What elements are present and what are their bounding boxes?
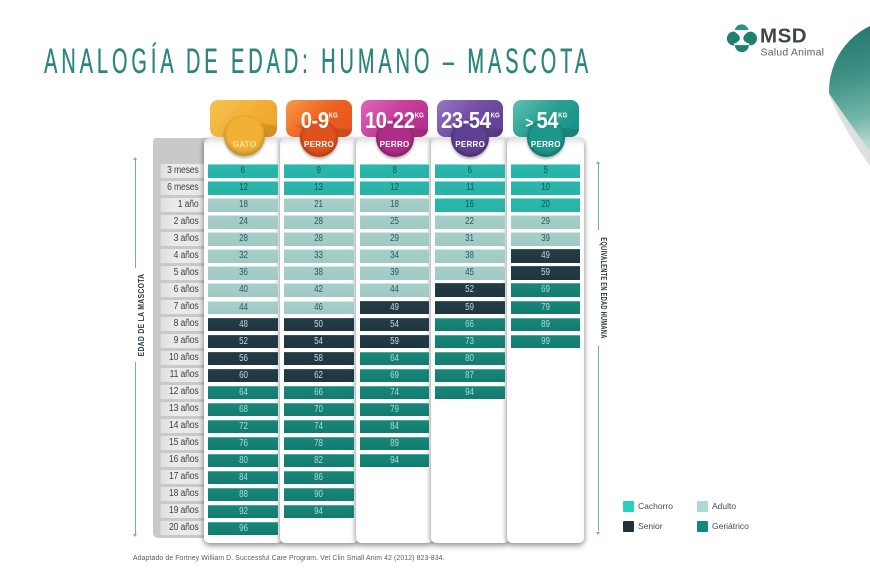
- svg-text:MSD: MSD: [760, 25, 807, 48]
- svg-text:Salud Animal: Salud Animal: [761, 47, 825, 59]
